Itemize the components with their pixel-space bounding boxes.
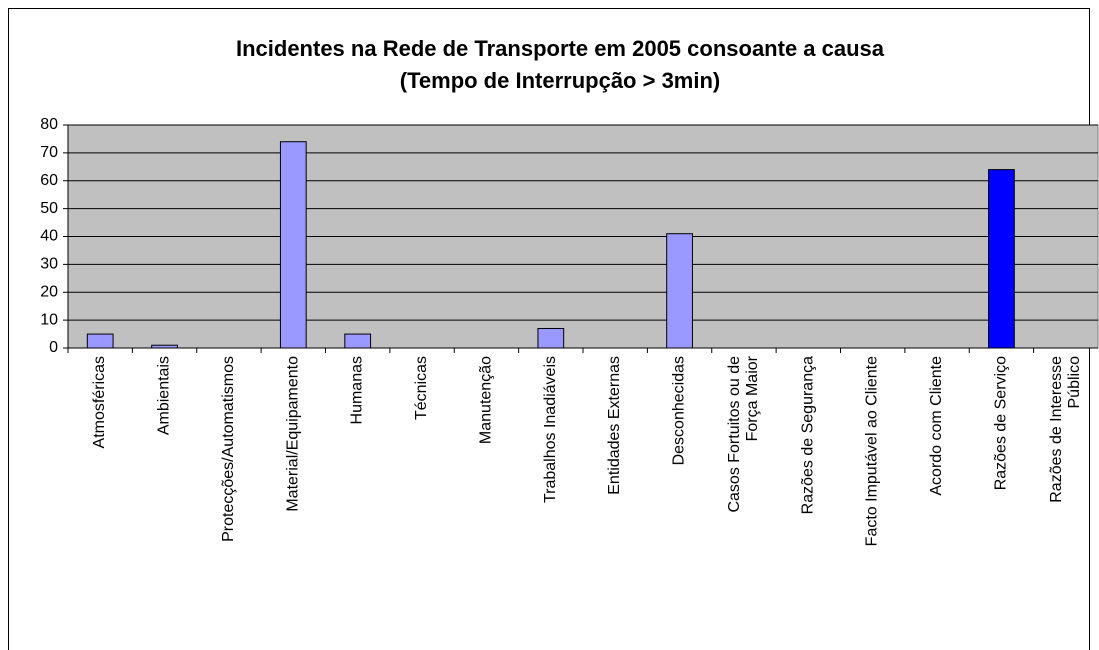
x-tick-label: Casos Fortuitos ou deForça Maior [726,355,761,512]
x-tick-label: Técnicas [413,356,430,420]
y-tick-label: 30 [40,256,58,273]
y-tick-label: 20 [40,283,58,300]
bar [537,327,565,349]
x-tick-label: Atmosféricas [91,356,108,448]
x-tick-label: Ambientais [156,356,173,435]
y-tick-label: 60 [40,172,58,189]
y-tick-label: 10 [40,311,58,328]
x-tick-label: Razões de Segurança [800,356,817,514]
x-tick-label: Razões de InteressePúblico [1048,356,1083,503]
x-tick-label: Material/Equipamento [285,356,302,512]
bar [344,333,372,349]
y-tick-label: 70 [40,144,58,161]
chart-title: Incidentes na Rede de Transporte em 2005… [236,36,885,93]
x-tick-label: Trabalhos Inadiáveis [542,356,559,503]
x-tick-label: Humanas [349,356,366,424]
bar [86,333,114,349]
x-tick-label: Protecções/Automatismos [220,356,237,542]
x-tick-label: Razões de Serviço [993,356,1010,490]
x-tick-label: Acordo com Cliente [928,356,945,496]
bar [988,169,1015,349]
x-tick-label: Desconhecidas [671,356,688,465]
x-tick-label: Entidades Externas [606,356,623,495]
bar [666,233,693,349]
y-tick-label: 0 [49,339,58,356]
y-tick-label: 80 [40,116,58,133]
y-tick-label: 50 [40,200,58,217]
y-tick-label: 40 [40,228,58,245]
bar [279,141,307,349]
x-tick-label: Manutenção [478,356,495,444]
x-tick-label: Facto Imputável ao Cliente [864,356,881,546]
